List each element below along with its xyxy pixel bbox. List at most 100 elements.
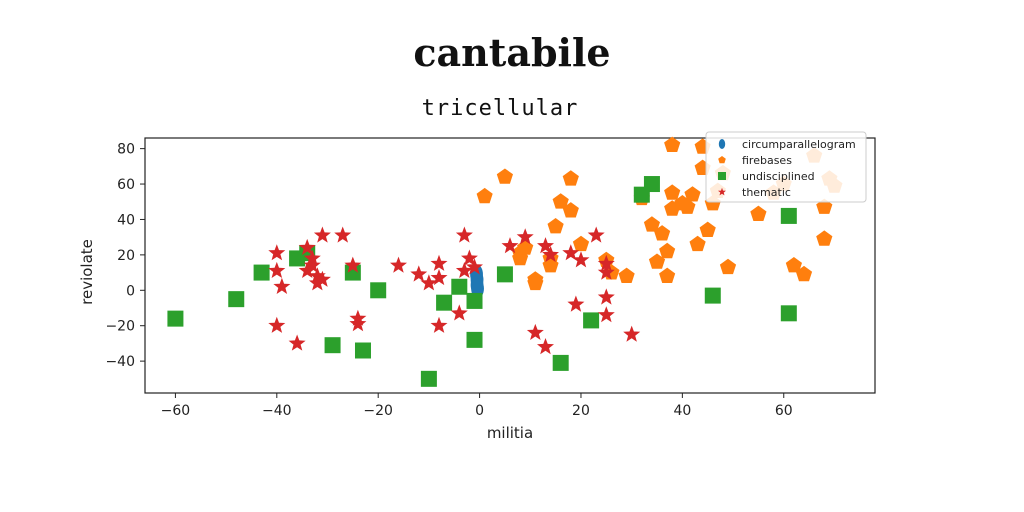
- data-point: [562, 244, 580, 261]
- y-tick-label: 0: [126, 283, 135, 299]
- data-point: [455, 261, 473, 278]
- data-point: [308, 274, 326, 291]
- data-point: [334, 226, 352, 243]
- y-axis-label: reviolate: [78, 239, 96, 305]
- data-point: [370, 282, 387, 299]
- data-point: [288, 334, 306, 351]
- data-point: [664, 184, 681, 200]
- data-point: [410, 265, 428, 282]
- data-point: [679, 198, 696, 214]
- data-point: [654, 225, 671, 241]
- data-point: [572, 251, 590, 268]
- data-point: [420, 370, 437, 387]
- data-point: [689, 235, 706, 252]
- data-point: [273, 277, 291, 294]
- data-point: [268, 244, 286, 261]
- x-tick-label: −20: [363, 403, 393, 419]
- data-point: [552, 193, 569, 209]
- data-point: [527, 271, 544, 287]
- data-point: [537, 338, 554, 355]
- y-tick-label: 80: [117, 142, 135, 158]
- x-tick-label: 0: [475, 403, 484, 419]
- data-point: [597, 288, 615, 305]
- data-point: [648, 253, 666, 269]
- data-point: [450, 304, 468, 321]
- data-point: [430, 316, 448, 333]
- y-tick-label: 20: [117, 248, 135, 264]
- data-point: [455, 226, 473, 243]
- data-point: [780, 207, 797, 224]
- y-tick-label: 60: [117, 177, 135, 193]
- data-point: [780, 305, 797, 322]
- data-point: [354, 342, 371, 359]
- data-point: [618, 267, 635, 283]
- legend-label: firebases: [742, 154, 792, 167]
- data-point: [572, 235, 590, 252]
- data-point: [324, 337, 341, 354]
- data-point: [537, 237, 554, 254]
- data-point: [253, 264, 270, 281]
- data-point: [552, 354, 569, 371]
- x-axis-label: militia: [487, 424, 533, 442]
- data-point: [268, 316, 286, 333]
- data-point: [623, 325, 641, 342]
- chart-subtitle: tricellular: [421, 96, 579, 121]
- data-point: [587, 226, 605, 243]
- data-point: [430, 254, 448, 271]
- data-point: [562, 202, 579, 218]
- data-point: [298, 238, 316, 255]
- x-axis-ticks: −60 −40 −20 0 20 40 60: [161, 393, 793, 419]
- data-point: [466, 258, 483, 275]
- data-point: [547, 218, 564, 234]
- series-thematic: [268, 226, 641, 355]
- legend-item: thematic: [718, 186, 791, 199]
- data-point: [704, 287, 721, 304]
- data-point: [795, 265, 813, 282]
- legend-item: undisciplined: [718, 170, 815, 183]
- data-point: [597, 306, 615, 323]
- x-tick-label: 40: [673, 403, 691, 419]
- y-tick-label: −40: [105, 354, 135, 370]
- data-point: [496, 168, 513, 184]
- legend-item: circumparallelogram: [718, 138, 856, 151]
- chart-title: cantabile: [413, 30, 611, 75]
- data-point: [466, 292, 483, 309]
- x-tick-label: −40: [262, 403, 292, 419]
- legend-marker: [718, 156, 726, 164]
- data-point: [750, 205, 767, 221]
- legend-marker: [718, 139, 726, 149]
- data-point: [390, 256, 407, 273]
- data-point: [430, 269, 448, 286]
- data-point: [643, 216, 660, 232]
- y-axis-ticks: −40 −20 0 20 40 60 80: [105, 142, 145, 370]
- data-point: [167, 310, 184, 327]
- legend-label: circumparallelogram: [742, 138, 856, 151]
- data-point: [344, 256, 362, 273]
- data-point: [496, 266, 513, 283]
- data-point: [451, 278, 468, 295]
- legend-item: firebases: [718, 154, 792, 167]
- data-point: [785, 257, 802, 273]
- data-point: [597, 254, 615, 271]
- legend-box: [705, 131, 867, 203]
- data-point: [643, 176, 660, 193]
- data-point: [501, 237, 519, 254]
- legend-label: thematic: [742, 186, 791, 199]
- data-point: [542, 245, 559, 263]
- data-point: [349, 315, 367, 332]
- legend: circumparallelogram firebases undiscipline…: [705, 131, 867, 203]
- x-tick-label: 20: [572, 403, 590, 419]
- data-point: [476, 187, 493, 204]
- data-point: [313, 226, 331, 243]
- data-point: [597, 263, 615, 280]
- data-point: [684, 186, 701, 202]
- y-tick-label: −20: [105, 319, 135, 335]
- data-point: [461, 249, 478, 266]
- data-point: [466, 331, 483, 348]
- data-point: [298, 261, 316, 278]
- data-point: [583, 312, 600, 329]
- data-point: [816, 230, 833, 246]
- x-tick-label: −60: [161, 403, 191, 419]
